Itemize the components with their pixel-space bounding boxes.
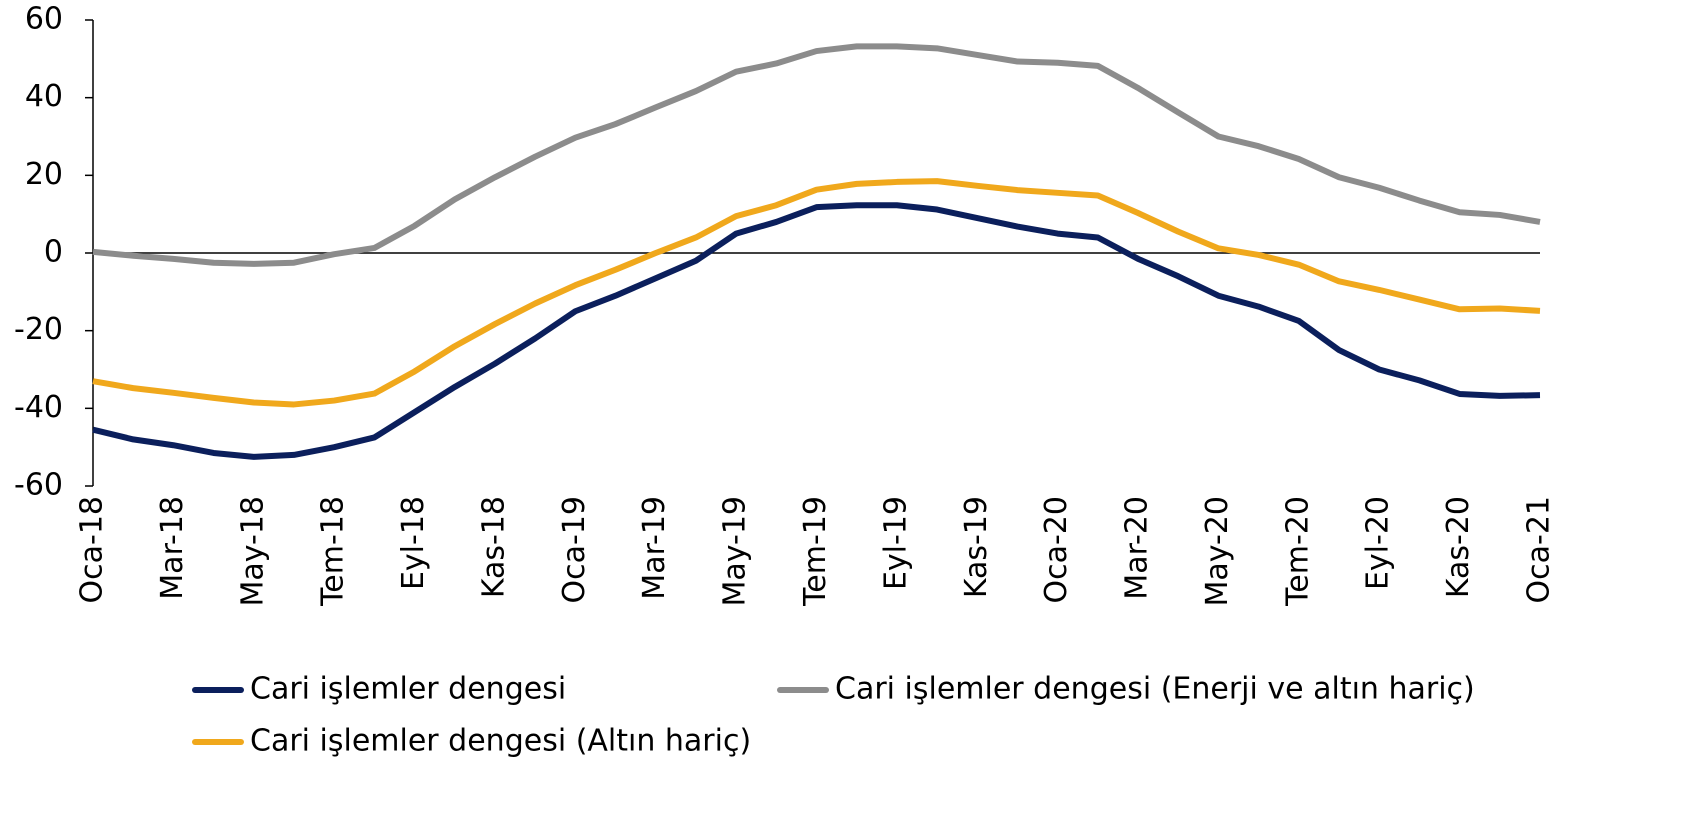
x-tick-label: Kas-19: [959, 496, 994, 598]
legend-label: Cari işlemler dengesi (Enerji ve altın h…: [835, 672, 1475, 707]
x-tick-label: Mar-18: [155, 496, 190, 600]
x-tick-label: Tem-19: [798, 496, 833, 607]
line-series: [92, 43, 1541, 267]
y-tick-label: -40: [14, 390, 63, 425]
x-tick-label: Oca-19: [557, 496, 592, 604]
x-tick-label: Kas-18: [476, 496, 511, 598]
x-tick-label: May-18: [235, 496, 270, 607]
legend-label: Cari işlemler dengesi (Altın hariç): [250, 724, 751, 759]
x-tick-label: Oca-21: [1522, 496, 1557, 604]
x-tick-label: Eyl-20: [1361, 496, 1396, 590]
y-tick-label: 20: [25, 157, 63, 192]
x-tick-label: May-19: [718, 496, 753, 607]
y-tick-label: 40: [25, 79, 63, 114]
x-tick-label: Mar-19: [637, 496, 672, 600]
x-tick-label: Tem-20: [1280, 496, 1315, 607]
x-tick-label: Tem-18: [316, 496, 351, 607]
y-tick-label: 0: [44, 235, 63, 270]
line-series: [92, 202, 1541, 460]
x-tick-label: Eyl-19: [878, 496, 913, 590]
legend-label: Cari işlemler dengesi: [250, 672, 566, 707]
y-tick-label: -60: [14, 468, 63, 503]
y-tick-label: -20: [14, 312, 63, 347]
x-tick-label: Oca-18: [75, 496, 110, 604]
x-tick-label: Eyl-18: [396, 496, 431, 590]
x-tick-label: Kas-20: [1441, 496, 1476, 598]
line-series: [92, 178, 1541, 408]
x-tick-label: May-20: [1200, 496, 1235, 607]
x-tick-label: Mar-20: [1120, 496, 1155, 600]
x-tick-label: Oca-20: [1039, 496, 1074, 604]
y-tick-label: 60: [25, 2, 63, 37]
